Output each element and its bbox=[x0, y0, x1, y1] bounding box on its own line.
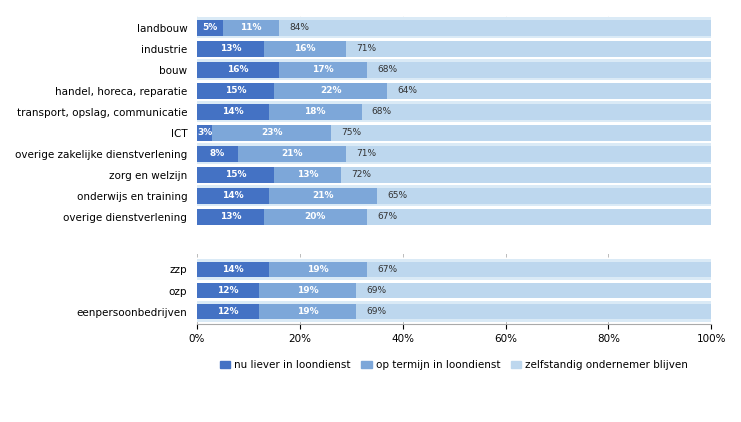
Bar bbox=[259, 283, 356, 298]
Bar bbox=[197, 188, 269, 204]
Bar bbox=[330, 125, 717, 141]
Bar bbox=[388, 83, 717, 99]
Bar bbox=[197, 62, 279, 78]
Legend: nu liever in loondienst, op termijn in loondienst, zelfstandig ondernemer blijve: nu liever in loondienst, op termijn in l… bbox=[216, 356, 693, 375]
Text: 22%: 22% bbox=[320, 86, 342, 95]
Text: 69%: 69% bbox=[367, 307, 387, 316]
Text: 64%: 64% bbox=[397, 86, 417, 95]
Text: 19%: 19% bbox=[296, 307, 319, 316]
Text: 15%: 15% bbox=[225, 86, 246, 95]
Bar bbox=[346, 41, 711, 57]
Bar bbox=[197, 280, 711, 301]
Bar bbox=[197, 122, 711, 143]
Text: 16%: 16% bbox=[294, 44, 316, 53]
Text: 21%: 21% bbox=[282, 149, 303, 158]
Text: 68%: 68% bbox=[377, 65, 397, 74]
Bar bbox=[197, 143, 711, 164]
Text: 12%: 12% bbox=[217, 307, 239, 316]
Text: 65%: 65% bbox=[388, 192, 408, 200]
Bar bbox=[197, 206, 711, 227]
Bar bbox=[264, 209, 367, 225]
Bar bbox=[356, 304, 711, 319]
Bar bbox=[197, 301, 711, 322]
Bar bbox=[238, 146, 346, 162]
Bar bbox=[356, 283, 711, 298]
Bar bbox=[341, 167, 711, 183]
Text: 84%: 84% bbox=[290, 23, 310, 32]
Bar bbox=[197, 59, 711, 80]
Bar bbox=[197, 167, 274, 183]
Text: 12%: 12% bbox=[217, 286, 239, 295]
Text: 5%: 5% bbox=[202, 23, 217, 32]
Bar bbox=[197, 104, 269, 120]
Bar bbox=[197, 185, 711, 206]
Text: 15%: 15% bbox=[225, 170, 246, 179]
Bar bbox=[367, 62, 717, 78]
Bar bbox=[269, 104, 362, 120]
Bar bbox=[197, 38, 711, 59]
Bar bbox=[367, 209, 711, 225]
Bar bbox=[197, 20, 223, 35]
Text: 20%: 20% bbox=[305, 212, 326, 222]
Text: 14%: 14% bbox=[222, 192, 244, 200]
Text: 14%: 14% bbox=[222, 265, 244, 274]
Bar bbox=[346, 146, 711, 162]
Text: 71%: 71% bbox=[356, 149, 376, 158]
Bar bbox=[213, 125, 330, 141]
Bar bbox=[197, 262, 269, 277]
Bar bbox=[197, 17, 711, 38]
Text: 13%: 13% bbox=[219, 44, 241, 53]
Bar bbox=[367, 262, 711, 277]
Text: 11%: 11% bbox=[240, 23, 262, 32]
Bar bbox=[197, 259, 711, 280]
Bar bbox=[197, 83, 274, 99]
Bar bbox=[362, 104, 711, 120]
Bar bbox=[197, 283, 259, 298]
Bar bbox=[197, 41, 264, 57]
Bar bbox=[264, 41, 346, 57]
Text: 18%: 18% bbox=[305, 107, 326, 116]
Text: 3%: 3% bbox=[197, 128, 213, 137]
Bar bbox=[269, 188, 377, 204]
Bar bbox=[197, 146, 238, 162]
Bar bbox=[274, 83, 388, 99]
Text: 23%: 23% bbox=[261, 128, 282, 137]
Bar bbox=[197, 304, 259, 319]
Bar bbox=[259, 304, 356, 319]
Text: 17%: 17% bbox=[312, 65, 333, 74]
Text: 19%: 19% bbox=[296, 286, 319, 295]
Text: 21%: 21% bbox=[312, 192, 333, 200]
Text: 13%: 13% bbox=[219, 212, 241, 222]
Bar bbox=[197, 101, 711, 122]
Bar bbox=[274, 167, 341, 183]
Bar bbox=[223, 20, 279, 35]
Bar bbox=[197, 209, 264, 225]
Text: 14%: 14% bbox=[222, 107, 244, 116]
Bar bbox=[279, 20, 711, 35]
Bar bbox=[279, 62, 367, 78]
Bar bbox=[197, 125, 213, 141]
Text: 68%: 68% bbox=[372, 107, 392, 116]
Text: 67%: 67% bbox=[377, 212, 397, 222]
Bar bbox=[377, 188, 711, 204]
Text: 69%: 69% bbox=[367, 286, 387, 295]
Text: 8%: 8% bbox=[210, 149, 225, 158]
Text: 75%: 75% bbox=[341, 128, 361, 137]
Bar bbox=[197, 164, 711, 185]
Text: 67%: 67% bbox=[377, 265, 397, 274]
Text: 13%: 13% bbox=[297, 170, 319, 179]
Bar bbox=[269, 262, 367, 277]
Text: 72%: 72% bbox=[351, 170, 371, 179]
Bar bbox=[197, 222, 711, 254]
Text: 16%: 16% bbox=[227, 65, 249, 74]
Text: 19%: 19% bbox=[307, 265, 329, 274]
Bar bbox=[197, 80, 711, 101]
Text: 71%: 71% bbox=[356, 44, 376, 53]
